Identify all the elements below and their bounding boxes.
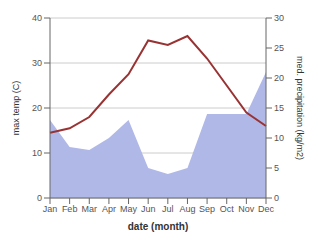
svg-text:30: 30 [32, 58, 42, 68]
svg-text:40: 40 [32, 13, 42, 23]
svg-text:25: 25 [274, 43, 284, 53]
svg-text:Jan: Jan [43, 204, 58, 214]
svg-text:30: 30 [274, 13, 284, 23]
svg-text:Jun: Jun [141, 204, 156, 214]
svg-text:Dec: Dec [258, 204, 275, 214]
svg-text:May: May [120, 204, 138, 214]
svg-text:Oct: Oct [220, 204, 235, 214]
svg-text:20: 20 [32, 103, 42, 113]
svg-text:Apr: Apr [102, 204, 116, 214]
svg-text:Sep: Sep [199, 204, 215, 214]
svg-text:date (month): date (month) [128, 221, 189, 232]
svg-text:10: 10 [32, 148, 42, 158]
svg-text:med. precipitation (kg/m2): med. precipitation (kg/m2) [295, 56, 305, 160]
svg-text:max temp (C): max temp (C) [11, 81, 21, 136]
svg-text:Nov: Nov [238, 204, 255, 214]
svg-text:0: 0 [37, 193, 42, 203]
svg-text:10: 10 [274, 133, 284, 143]
svg-text:15: 15 [274, 103, 284, 113]
svg-text:Mar: Mar [82, 204, 98, 214]
svg-text:Jul: Jul [162, 204, 174, 214]
svg-text:0: 0 [274, 193, 279, 203]
svg-text:5: 5 [274, 163, 279, 173]
svg-text:Aug: Aug [179, 204, 195, 214]
svg-text:20: 20 [274, 73, 284, 83]
svg-text:Feb: Feb [62, 204, 78, 214]
